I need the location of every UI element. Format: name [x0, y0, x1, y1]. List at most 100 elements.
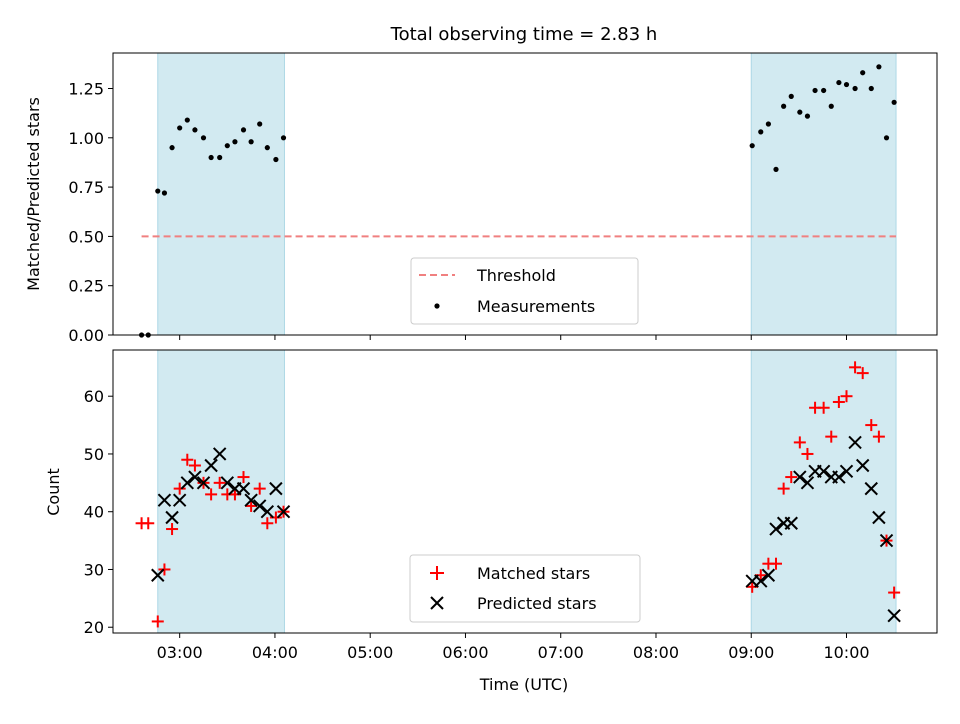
predicted-stars-series: [151, 435, 901, 623]
shaded-interval: [751, 53, 897, 335]
threshold-legend-label: Threshold: [476, 266, 556, 285]
y-tick-label: 1.25: [68, 79, 104, 98]
measurement-point: [240, 127, 247, 133]
shaded-interval: [751, 350, 897, 633]
measurement-point: [208, 154, 214, 161]
predicted-star-point: [754, 574, 768, 588]
predicted-star-point: [832, 470, 846, 484]
measurement-point: [876, 64, 882, 70]
y-tick-label: 20: [84, 618, 104, 637]
measurement-point: [765, 121, 771, 127]
top-panel: 0.00 0.25 0.50 0.75 1.00 1.25 Matched/Predict…: [24, 52, 938, 345]
y-tick-label: 0.00: [68, 326, 104, 345]
measurement-point: [868, 85, 874, 92]
measurement-point: [797, 109, 803, 115]
y-tick-label: 50: [84, 445, 104, 464]
predicted-star-point: [761, 568, 776, 582]
shaded-interval: [157, 53, 285, 335]
bottom-y-axis-label: Count: [44, 468, 63, 516]
y-tick-label: 0.75: [68, 178, 104, 197]
bottom-legend-frame: [409, 554, 641, 623]
predicted-star-point: [151, 568, 165, 582]
top-y-ticks: 0.00 0.25 0.50 0.75 1.00 1.25: [68, 79, 113, 345]
x-tick-label: 03:00: [157, 643, 203, 662]
measurement-point: [860, 70, 866, 76]
measurement-point: [891, 99, 897, 105]
matched-star-point: [237, 471, 250, 484]
measurement-point: [248, 139, 254, 145]
measurement-point: [788, 93, 794, 99]
measurement-point: [273, 156, 279, 163]
measurement-point: [169, 145, 175, 151]
predicted-star-point: [212, 447, 227, 461]
predicted-star-point: [188, 470, 202, 484]
predicted-star-point: [196, 476, 211, 490]
predicted-star-point: [848, 435, 862, 450]
measurement-point: [812, 87, 818, 94]
measurement-point: [161, 190, 168, 196]
matched-star-point: [253, 482, 266, 495]
predicted-star-point: [784, 516, 798, 530]
measurement-point: [224, 143, 230, 149]
measurement-point: [758, 129, 764, 135]
matched-legend-label: Matched stars: [477, 564, 590, 583]
matched-legend-swatch: [430, 566, 444, 580]
matched-star-point: [205, 488, 218, 501]
y-tick-label: 0.25: [68, 277, 104, 296]
bottom-y-ticks: 20 30 40 50 60: [84, 387, 113, 637]
matched-star-point: [213, 476, 226, 489]
x-axis-label: Time (UTC): [479, 675, 568, 694]
y-tick-label: 1.00: [68, 129, 104, 148]
matched-star-point: [817, 401, 830, 414]
predicted-star-point: [180, 476, 195, 490]
measurement-point: [280, 135, 287, 141]
measurement-point: [828, 103, 834, 109]
predicted-star-point: [236, 481, 251, 496]
predicted-legend-swatch: [430, 596, 444, 610]
measurement-point: [749, 143, 755, 149]
x-tick-label: 06:00: [442, 643, 488, 662]
matched-star-point: [770, 557, 783, 570]
measurement-point: [177, 125, 183, 131]
shaded-interval: [157, 350, 285, 633]
predicted-star-point: [816, 464, 831, 478]
measurement-point: [883, 135, 890, 141]
y-tick-label: 40: [84, 503, 104, 522]
predicted-star-point: [800, 476, 815, 490]
predicted-star-point: [887, 608, 901, 623]
top-y-axis-label: Matched/Predicted stars: [24, 97, 43, 291]
chart-title: Total observing time = 2.83 h: [390, 24, 658, 45]
matched-star-point: [849, 361, 862, 374]
predicted-star-point: [165, 510, 179, 525]
matched-star-point: [865, 419, 878, 432]
x-tick-label: 09:00: [728, 643, 774, 662]
measurement-point: [836, 79, 842, 86]
y-tick-label: 0.50: [68, 227, 104, 246]
predicted-star-point: [839, 464, 854, 478]
predicted-star-point: [276, 505, 291, 519]
predicted-star-point: [204, 458, 218, 473]
y-tick-label: 60: [84, 387, 104, 406]
x-tick-label: 08:00: [633, 643, 679, 662]
matched-star-point: [840, 390, 853, 403]
bottom-axes-frame: [112, 349, 938, 634]
matched-star-point: [188, 459, 201, 472]
y-tick-label: 30: [84, 560, 104, 579]
measurement-point: [192, 127, 198, 133]
bottom-shaded-intervals: [157, 350, 897, 633]
x-tick-label: 05:00: [347, 643, 393, 662]
matched-star-point: [888, 586, 901, 599]
x-tick-label: 07:00: [538, 643, 584, 662]
top-x-ticks: [179, 335, 848, 340]
measurements-legend-label: Measurements: [477, 297, 595, 316]
measurement-point: [217, 154, 223, 161]
predicted-legend-label: Predicted stars: [477, 594, 597, 613]
predicted-star-point: [252, 499, 267, 513]
matched-star-point: [245, 499, 258, 512]
matched-star-point: [801, 447, 814, 460]
matched-star-point: [166, 523, 179, 536]
predicted-star-point: [769, 522, 783, 536]
predicted-star-point: [269, 481, 283, 496]
matched-star-point: [856, 367, 869, 380]
